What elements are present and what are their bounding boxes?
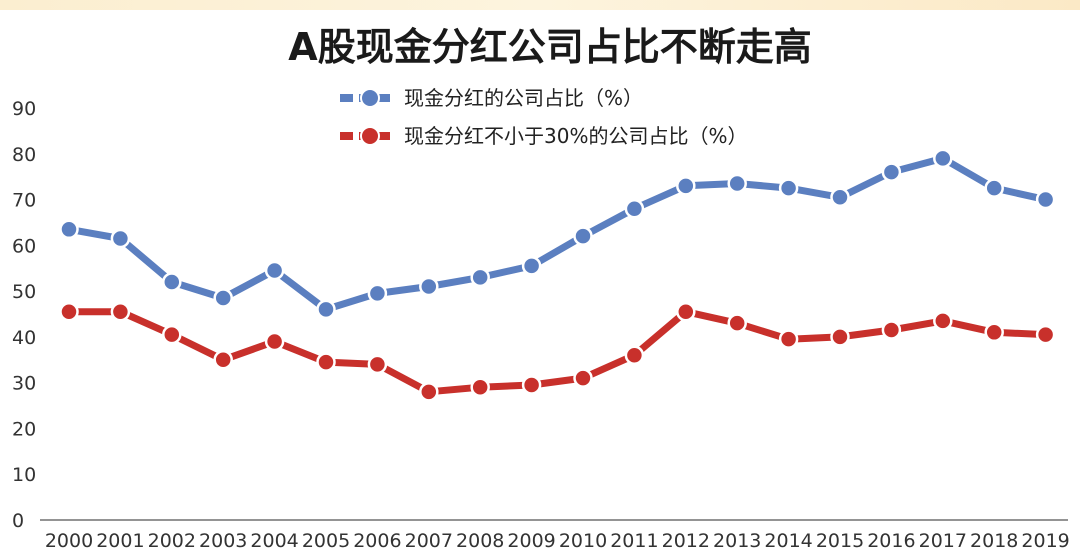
data-point	[984, 322, 1004, 343]
data-point	[727, 173, 747, 194]
data-point	[264, 331, 285, 352]
data-point	[933, 311, 953, 331]
y-tick-label: 0	[12, 510, 24, 532]
series-1	[59, 148, 1056, 320]
series-2	[59, 301, 1056, 402]
y-tick-label: 90	[12, 98, 36, 120]
x-tick-label: 2001	[96, 530, 144, 552]
data-point	[110, 228, 131, 249]
x-tick-label: 2003	[199, 530, 247, 552]
x-tick-label: 2018	[970, 530, 1018, 552]
data-point	[521, 256, 542, 276]
data-point	[419, 382, 439, 402]
y-tick-label: 20	[12, 418, 36, 440]
x-tick-label: 2012	[662, 530, 710, 552]
legend-swatch-marker	[360, 126, 380, 146]
y-tick-label: 10	[12, 464, 36, 486]
x-tick-label: 2010	[559, 530, 607, 552]
x-tick-label: 2016	[867, 530, 915, 552]
data-point	[316, 352, 336, 372]
x-tick-label: 2014	[764, 530, 812, 552]
data-point	[676, 301, 696, 322]
data-point	[470, 267, 490, 288]
data-point	[778, 178, 799, 198]
x-tick-label: 2009	[507, 530, 555, 552]
x-tick-label: 2005	[302, 530, 350, 552]
x-tick-label: 2002	[148, 530, 196, 552]
data-point	[213, 350, 233, 370]
data-point	[213, 288, 233, 308]
y-tick-label: 80	[12, 144, 36, 166]
data-point	[110, 301, 131, 322]
x-tick-label: 2019	[1021, 530, 1069, 552]
data-point	[933, 148, 953, 169]
data-point	[367, 354, 388, 375]
x-tick-label: 2006	[353, 530, 401, 552]
data-point	[727, 313, 747, 333]
data-point	[162, 324, 182, 345]
x-tick-label: 2011	[610, 530, 658, 552]
x-tick-label: 2015	[816, 530, 864, 552]
data-point	[1035, 189, 1056, 210]
y-tick-label: 60	[12, 235, 36, 257]
data-point	[264, 260, 285, 281]
data-point	[830, 327, 850, 347]
data-point	[984, 178, 1004, 198]
chart-title: A股现金分红公司占比不断走高	[288, 25, 811, 69]
data-point	[521, 375, 542, 395]
y-tick-label: 50	[12, 281, 36, 303]
top-decor-band	[0, 0, 1080, 10]
data-point	[573, 226, 593, 246]
series-line	[65, 308, 1050, 396]
y-tick-label: 40	[12, 327, 36, 349]
data-point	[59, 219, 79, 240]
data-point	[778, 329, 799, 349]
data-point	[59, 301, 79, 322]
series-line	[65, 154, 1050, 313]
data-point	[573, 368, 593, 388]
legend-swatch-marker	[360, 88, 380, 108]
legend-entry: 现金分红的公司占比（%）	[340, 86, 643, 110]
data-point	[367, 283, 388, 304]
data-point	[830, 187, 850, 208]
legend: 现金分红的公司占比（%） 现金分红不小于30%的公司占比（%）	[340, 86, 747, 148]
data-point	[624, 198, 645, 219]
data-point	[419, 276, 439, 297]
legend-label: 现金分红不小于30%的公司占比（%）	[404, 124, 747, 148]
data-point	[162, 272, 182, 292]
x-tick-label: 2004	[250, 530, 298, 552]
x-tick-label: 2008	[456, 530, 504, 552]
x-tick-label: 2013	[713, 530, 761, 552]
legend-entry: 现金分红不小于30%的公司占比（%）	[340, 124, 747, 148]
data-point	[676, 176, 696, 196]
y-tick-label: 30	[12, 373, 36, 395]
y-tick-label: 70	[12, 190, 36, 212]
plot-area	[59, 148, 1056, 402]
data-point	[470, 377, 490, 397]
legend-label: 现金分红的公司占比（%）	[404, 86, 643, 110]
x-tick-label: 2017	[919, 530, 967, 552]
data-point	[1035, 324, 1056, 345]
x-tick-label: 2007	[405, 530, 453, 552]
data-point	[624, 345, 645, 365]
data-point	[881, 320, 902, 340]
data-point	[316, 299, 336, 320]
x-tick-label: 2000	[45, 530, 93, 552]
data-point	[881, 162, 902, 182]
